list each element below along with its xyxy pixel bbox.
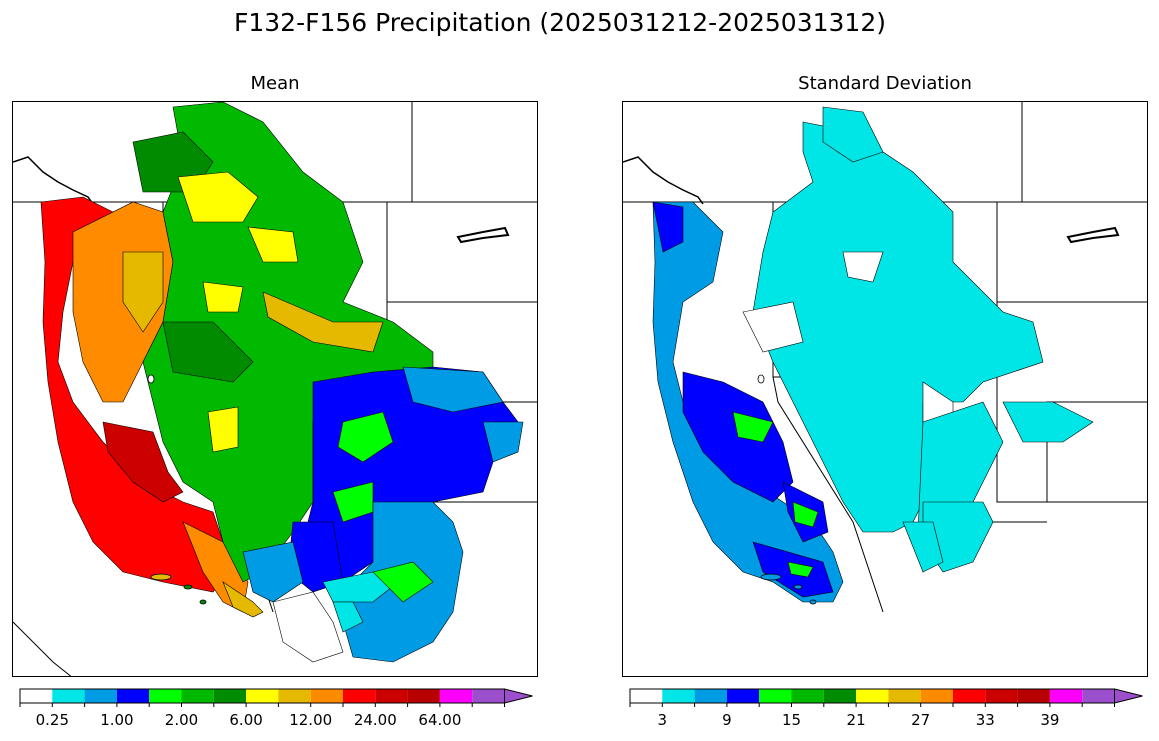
colorbar-swatch xyxy=(213,689,247,703)
colorbar-swatch xyxy=(823,689,857,703)
stddev-panel-title: Standard Deviation xyxy=(798,73,972,94)
colorbar-swatch xyxy=(407,689,440,703)
mean-map xyxy=(12,101,538,677)
stddev-colorbar xyxy=(629,688,1143,707)
colorbar-swatch xyxy=(888,689,921,703)
colorbar-tick-label: 27 xyxy=(911,711,931,729)
colorbar-swatch xyxy=(1049,689,1083,703)
mean-colorbar xyxy=(19,688,533,707)
colorbar-tick-label: 21 xyxy=(846,711,866,729)
colorbar-swatch xyxy=(953,689,986,703)
colorbar-tick-label: 2.00 xyxy=(164,711,199,729)
colorbar-swatch xyxy=(149,689,182,703)
colorbar-swatch xyxy=(630,689,663,703)
colorbar-swatch xyxy=(1082,689,1115,703)
colorbar-swatch xyxy=(84,689,117,703)
colorbar-swatch xyxy=(246,689,279,703)
colorbar-tick-label: 0.25 xyxy=(35,711,69,729)
colorbar-tick-label: 1.00 xyxy=(100,711,134,729)
colorbar-swatch xyxy=(791,689,824,703)
colorbar-swatch xyxy=(439,689,473,703)
colorbar-swatch xyxy=(343,689,376,703)
colorbar-swatch xyxy=(726,689,760,703)
colorbar-swatch xyxy=(694,689,727,703)
colorbar-swatch xyxy=(52,689,85,703)
colorbar-tick-label: 39 xyxy=(1040,711,1060,729)
colorbar-outline xyxy=(19,688,505,704)
colorbar-swatch xyxy=(116,689,150,703)
colorbar-swatch xyxy=(759,689,792,703)
colorbar-swatch xyxy=(920,689,953,703)
colorbar-extend-arrow xyxy=(1114,688,1143,704)
colorbar-tick-label: 24.00 xyxy=(353,711,397,729)
stddev-colorbar-ramp xyxy=(629,688,1143,707)
colorbar-tick-label: 33 xyxy=(975,711,995,729)
colorbar-swatch xyxy=(985,689,1018,703)
stddev-map xyxy=(622,101,1148,677)
colorbar-swatch xyxy=(310,689,343,703)
colorbar-swatch xyxy=(1017,689,1050,703)
colorbar-swatch xyxy=(278,689,311,703)
mean-colorbar-ramp xyxy=(19,688,533,707)
colorbar-swatch xyxy=(662,689,695,703)
colorbar-tick-label: 9 xyxy=(722,711,732,729)
colorbar-swatch xyxy=(472,689,505,703)
colorbar-swatch xyxy=(20,689,53,703)
colorbar-tick-label: 64.00 xyxy=(418,711,462,729)
colorbar-swatch xyxy=(856,689,889,703)
colorbar-swatch xyxy=(181,689,214,703)
colorbar-tick-label: 3 xyxy=(657,711,668,729)
colorbar-tick-label: 6.00 xyxy=(229,711,263,729)
colorbar-extend-arrow xyxy=(504,688,533,704)
mean-panel-title: Mean xyxy=(250,73,300,94)
colorbar-swatch xyxy=(375,689,408,703)
figure-title: F132-F156 Precipitation (2025031212-2025… xyxy=(233,8,886,37)
colorbar-tick-label: 12.00 xyxy=(289,711,333,729)
colorbar-outline xyxy=(629,688,1115,704)
colorbar-tick-label: 15 xyxy=(781,711,802,729)
